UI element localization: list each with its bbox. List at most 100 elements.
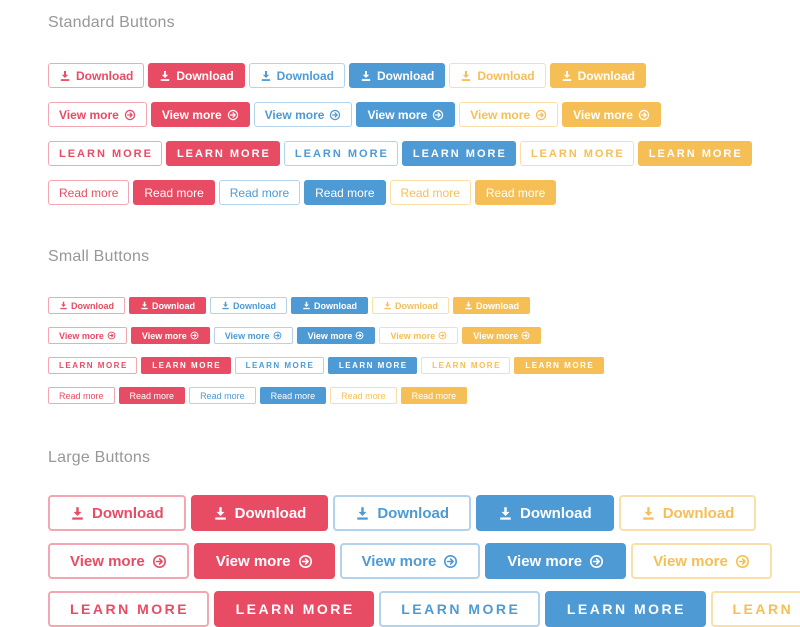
button-label: LEARN MORE	[236, 601, 355, 617]
button-label: LEARN MORE	[59, 148, 153, 160]
standard-view-more-blue-solid-button[interactable]: View more	[356, 102, 455, 127]
standard-download-yellow-outline-button[interactable]: Download	[449, 63, 545, 88]
standard-download-blue-solid-button[interactable]: Download	[349, 63, 445, 88]
button-label: Read more	[271, 391, 316, 401]
large-learn-more-blue-solid-button[interactable]: LEARN MORE	[545, 591, 706, 627]
button-label: Download	[71, 301, 114, 311]
standard-learn-more-blue-outline-button[interactable]: LEARN MORE	[284, 141, 398, 166]
small-read-more-blue-outline-button[interactable]: Read more	[189, 387, 256, 404]
button-label: LEARN MORE	[531, 148, 625, 160]
large-learn-more-red-solid-button[interactable]: LEARN MORE	[214, 591, 375, 627]
button-label: View more	[470, 108, 530, 122]
standard-download-red-outline-button[interactable]: Download	[48, 63, 144, 88]
large-view-more-red-outline-button[interactable]: View more	[48, 543, 189, 579]
small-learn-more-yellow-outline-button[interactable]: LEARN MORE	[421, 357, 510, 374]
small-view-more-yellow-solid-button[interactable]: View more	[462, 327, 541, 344]
small-view-more-yellow-outline-button[interactable]: View more	[379, 327, 458, 344]
download-icon	[59, 301, 68, 310]
button-label: View more	[162, 108, 222, 122]
arrow-circle-right-icon	[735, 554, 750, 569]
standard-read-more-yellow-outline-button[interactable]: Read more	[390, 180, 471, 205]
arrow-circle-right-icon	[227, 109, 239, 121]
button-label: Read more	[144, 186, 203, 200]
large-learn-more-blue-outline-button[interactable]: LEARN MORE	[379, 591, 540, 627]
standard-view-more-red-solid-button[interactable]: View more	[151, 102, 250, 127]
standard-download-yellow-solid-button[interactable]: Download	[550, 63, 646, 88]
small-learn-more-red-solid-button[interactable]: LEARN MORE	[141, 357, 230, 374]
small-view-more-red-solid-button[interactable]: View more	[131, 327, 210, 344]
small-learn-more-yellow-solid-button[interactable]: LEARN MORE	[514, 357, 603, 374]
standard-learn-more-yellow-outline-button[interactable]: LEARN MORE	[520, 141, 634, 166]
large-download-blue-solid-button[interactable]: Download	[476, 495, 614, 531]
arrow-circle-right-icon	[298, 554, 313, 569]
button-label: Read more	[59, 186, 118, 200]
standard-learn-more-red-solid-button[interactable]: LEARN MORE	[166, 141, 280, 166]
small-download-yellow-outline-button[interactable]: Download	[372, 297, 449, 314]
large-download-yellow-outline-button[interactable]: Download	[619, 495, 757, 531]
large-learn-more-yellow-outline-button[interactable]: LEARN MORE	[711, 591, 800, 627]
small-row-read-more: Read more Read more Read more Read more Read…	[48, 387, 800, 404]
standard-view-more-yellow-outline-button[interactable]: View more	[459, 102, 558, 127]
small-read-more-yellow-outline-button[interactable]: Read more	[330, 387, 397, 404]
arrow-circle-right-icon	[443, 554, 458, 569]
button-label: Download	[235, 505, 307, 522]
small-download-red-outline-button[interactable]: Download	[48, 297, 125, 314]
download-icon	[70, 506, 85, 521]
large-download-red-outline-button[interactable]: Download	[48, 495, 186, 531]
large-view-more-blue-outline-button[interactable]: View more	[340, 543, 481, 579]
standard-learn-more-red-outline-button[interactable]: LEARN MORE	[48, 141, 162, 166]
button-label: View more	[216, 553, 291, 570]
standard-read-more-yellow-solid-button[interactable]: Read more	[475, 180, 556, 205]
small-learn-more-red-outline-button[interactable]: LEARN MORE	[48, 357, 137, 374]
standard-learn-more-blue-solid-button[interactable]: LEARN MORE	[402, 141, 516, 166]
standard-read-more-blue-outline-button[interactable]: Read more	[219, 180, 300, 205]
large-download-blue-outline-button[interactable]: Download	[333, 495, 471, 531]
standard-read-more-red-solid-button[interactable]: Read more	[133, 180, 214, 205]
large-learn-more-red-outline-button[interactable]: LEARN MORE	[48, 591, 209, 627]
arrow-circle-right-icon	[535, 109, 547, 121]
button-label: Read more	[130, 391, 175, 401]
small-download-blue-solid-button[interactable]: Download	[291, 297, 368, 314]
standard-view-more-red-outline-button[interactable]: View more	[48, 102, 147, 127]
button-label: View more	[653, 553, 728, 570]
button-label: View more	[367, 108, 427, 122]
arrow-circle-right-icon	[521, 331, 530, 340]
small-view-more-blue-solid-button[interactable]: View more	[297, 327, 376, 344]
small-learn-more-blue-solid-button[interactable]: LEARN MORE	[328, 357, 417, 374]
small-read-more-red-outline-button[interactable]: Read more	[48, 387, 115, 404]
arrow-circle-right-icon	[329, 109, 341, 121]
button-label: Download	[477, 69, 534, 83]
small-download-red-solid-button[interactable]: Download	[129, 297, 206, 314]
button-label: Download	[233, 301, 276, 311]
standard-download-red-solid-button[interactable]: Download	[148, 63, 244, 88]
button-label: Download	[176, 69, 233, 83]
small-download-yellow-solid-button[interactable]: Download	[453, 297, 530, 314]
small-read-more-blue-solid-button[interactable]: Read more	[260, 387, 327, 404]
small-download-blue-outline-button[interactable]: Download	[210, 297, 287, 314]
standard-learn-more-yellow-solid-button[interactable]: LEARN MORE	[638, 141, 752, 166]
small-view-more-blue-outline-button[interactable]: View more	[214, 327, 293, 344]
button-label: Read more	[341, 391, 386, 401]
standard-view-more-yellow-solid-button[interactable]: View more	[562, 102, 661, 127]
large-view-more-red-solid-button[interactable]: View more	[194, 543, 335, 579]
standard-read-more-red-outline-button[interactable]: Read more	[48, 180, 129, 205]
button-label: Read more	[486, 186, 545, 200]
small-read-more-yellow-solid-button[interactable]: Read more	[401, 387, 468, 404]
download-icon	[561, 70, 573, 82]
standard-view-more-blue-outline-button[interactable]: View more	[254, 102, 353, 127]
button-label: Read more	[200, 391, 245, 401]
small-view-more-red-outline-button[interactable]: View more	[48, 327, 127, 344]
standard-read-more-blue-solid-button[interactable]: Read more	[304, 180, 385, 205]
small-learn-more-blue-outline-button[interactable]: LEARN MORE	[235, 357, 324, 374]
large-view-more-blue-solid-button[interactable]: View more	[485, 543, 626, 579]
button-label: Read more	[401, 186, 460, 200]
button-label: LEARN MORE	[70, 601, 189, 617]
large-view-more-yellow-outline-button[interactable]: View more	[631, 543, 772, 579]
small-read-more-red-solid-button[interactable]: Read more	[119, 387, 186, 404]
standard-download-blue-outline-button[interactable]: Download	[249, 63, 345, 88]
button-label: View more	[390, 331, 435, 341]
large-download-red-solid-button[interactable]: Download	[191, 495, 329, 531]
